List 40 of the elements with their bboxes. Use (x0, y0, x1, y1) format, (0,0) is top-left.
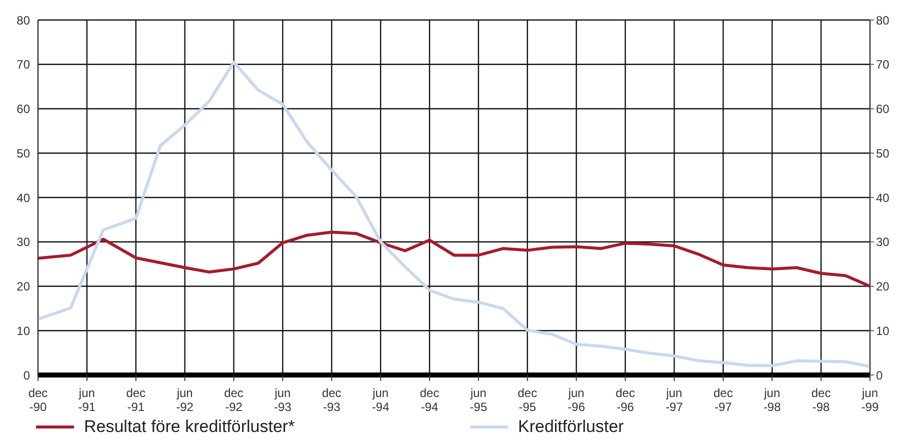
x-tick-label: dec -98 (811, 386, 831, 414)
y2-tick-label: 80 (876, 13, 890, 28)
x-tick-label: dec -96 (616, 386, 635, 414)
x-tick-label: jun -94 (372, 386, 390, 414)
y-tick-label: 60 (16, 102, 30, 116)
x-tick-label: jun -91 (78, 386, 96, 414)
y2-tick-label: 40 (876, 190, 890, 205)
x-tick-label: dec -93 (322, 386, 342, 414)
y-tick-label: 80 (16, 13, 30, 28)
y2-tick-label: 0 (876, 368, 883, 382)
x-tick-label: jun -97 (665, 386, 684, 414)
x-tick-label: dec -95 (518, 386, 538, 414)
y2-tick-label: 10 (876, 324, 890, 338)
y-tick-label: 50 (16, 146, 30, 160)
y-tick-label: 10 (16, 324, 30, 338)
x-tick-label: jun -98 (763, 386, 782, 414)
x-tick-label: jun -96 (567, 386, 586, 414)
x-tick-label: dec -92 (224, 386, 244, 414)
y2-tick-label: 60 (876, 102, 890, 116)
y-tick-label: 40 (16, 190, 30, 205)
legend-label: Kreditförluster (518, 417, 624, 437)
line-series (38, 230, 870, 288)
y2-tick-label: 70 (876, 58, 890, 72)
y-tick-label: 0 (23, 368, 30, 382)
y-tick-label: 70 (16, 58, 30, 72)
x-tick-label: jun -92 (176, 386, 194, 414)
x-tick-label: jun -93 (274, 386, 292, 414)
x-tick-label: dec -91 (126, 386, 146, 414)
y-tick-label: 20 (16, 280, 30, 294)
x-tick-label: dec -97 (713, 386, 733, 414)
y2-tick-label: 30 (876, 235, 890, 250)
x-tick-label: jun -99 (860, 386, 879, 414)
y2-tick-label: 50 (876, 146, 890, 160)
y2-tick-label: 20 (876, 280, 890, 294)
x-tick-label: jun -95 (469, 386, 488, 414)
x-tick-label: dec -90 (28, 386, 48, 414)
y-tick-label: 30 (16, 235, 30, 250)
x-tick-label: dec -94 (420, 386, 440, 414)
legend-label: Resultat före kreditförluster* (84, 417, 295, 437)
line-series (38, 60, 870, 368)
